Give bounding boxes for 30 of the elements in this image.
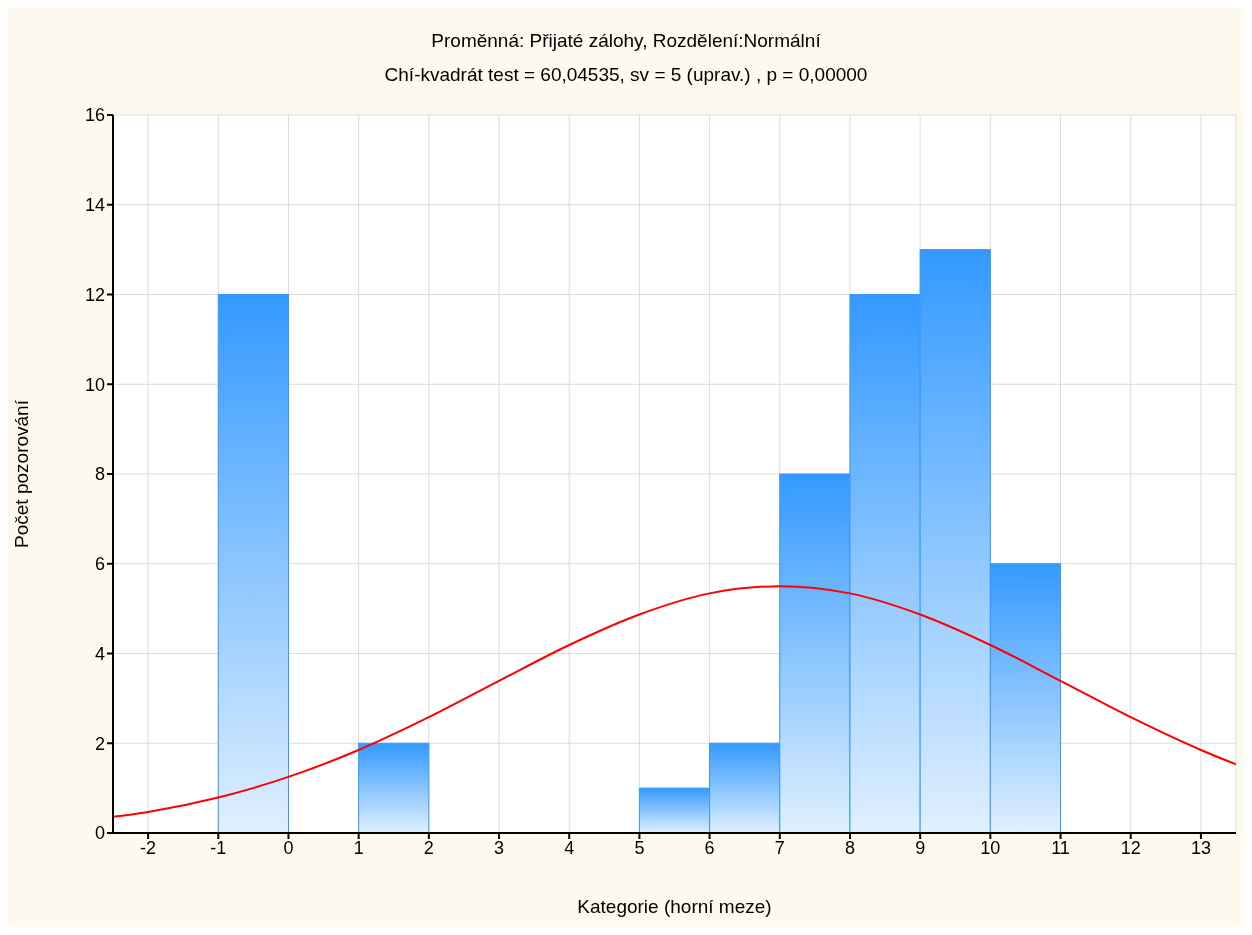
chart-title: Proměnná: Přijaté zálohy, Rozdělení:Normální <box>430 30 822 52</box>
x-tick-label: 13 <box>1190 837 1211 858</box>
y-tick-label: 8 <box>94 464 105 485</box>
y-tick-label: 14 <box>84 195 105 216</box>
y-tick-label: 0 <box>94 823 105 844</box>
x-tick-label: 3 <box>494 837 505 858</box>
line-series <box>113 585 1236 818</box>
y-tick-label: 12 <box>84 284 105 305</box>
x-tick-label: 1 <box>353 837 364 858</box>
y-tick-label: 6 <box>94 554 105 575</box>
x-tick-label: -2 <box>140 837 157 858</box>
x-tick-label: 12 <box>1120 837 1141 858</box>
x-tick-label: 5 <box>634 837 645 858</box>
x-tick-label: -1 <box>210 837 227 858</box>
x-tick-label: 11 <box>1051 837 1070 858</box>
x-tick-label: 10 <box>980 837 1001 858</box>
x-tick-label: 0 <box>283 837 294 858</box>
x-tick-label: 8 <box>844 837 855 858</box>
y-axis-title: Počet pozorování <box>10 399 32 548</box>
y-tick-label: 16 <box>84 105 105 126</box>
x-tick-label: 4 <box>564 837 575 858</box>
x-axis-title: Kategorie (horní meze) <box>577 896 772 917</box>
x-tick-label: 9 <box>915 837 926 858</box>
chart-subtitle: Chí-kvadrát test = 60,04535, sv = 5 (uprav.) , p = 0,00000 <box>383 64 869 86</box>
y-tick-label: 4 <box>94 643 105 664</box>
x-tick-label: 7 <box>774 837 785 858</box>
y-tick-label: 2 <box>94 733 105 754</box>
x-tick-label: 6 <box>704 837 715 858</box>
x-tick-label: 2 <box>423 837 434 858</box>
y-tick-label: 10 <box>84 374 105 395</box>
